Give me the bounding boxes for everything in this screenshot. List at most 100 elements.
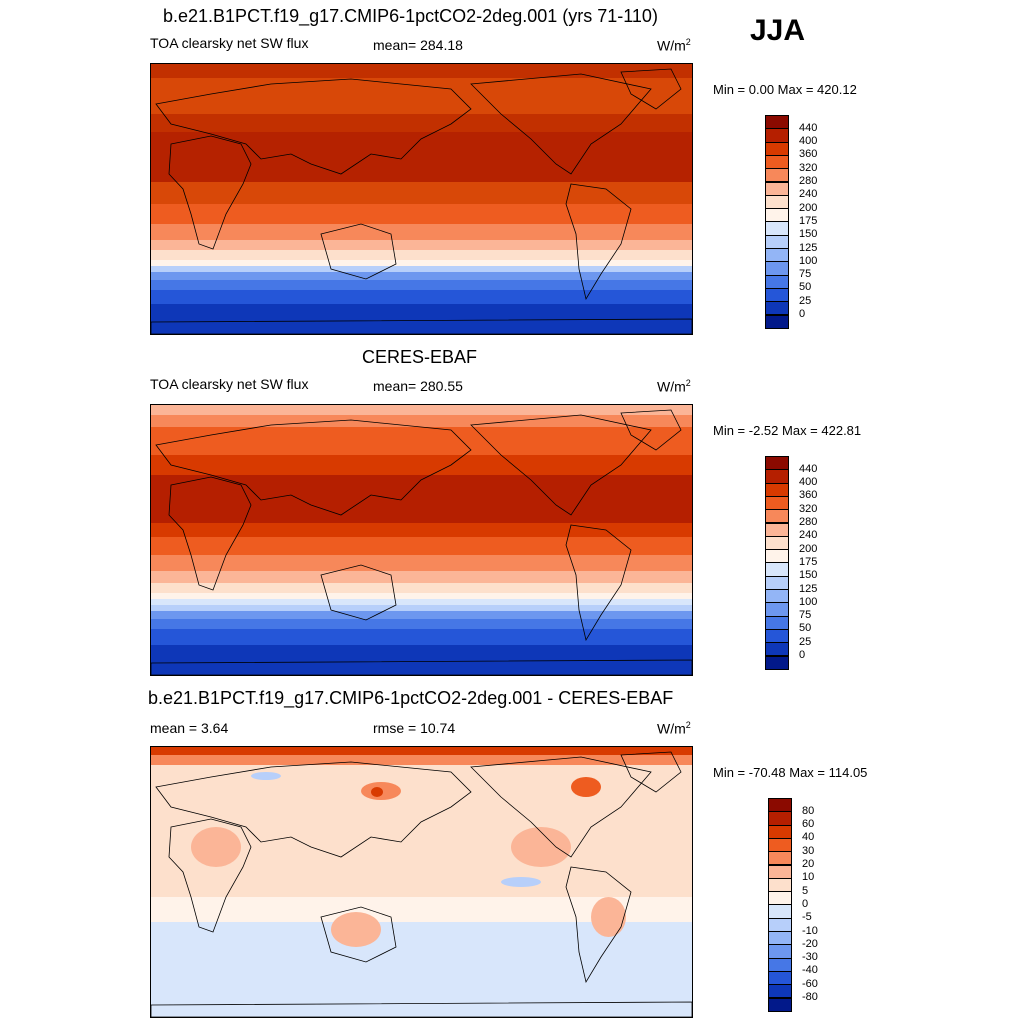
colorbar-tick-label: -10 (802, 924, 818, 937)
panel2-mean-label: mean= 280.55 (373, 378, 463, 394)
colorbar-swatch (765, 314, 789, 329)
panel3-map (150, 746, 693, 1018)
colorbar-swatch (768, 811, 792, 826)
colorbar-swatch (765, 208, 789, 223)
map-band (151, 571, 692, 583)
map-band (151, 132, 692, 182)
map-band (151, 922, 692, 1017)
colorbar-swatch (768, 984, 792, 999)
coastline (155, 78, 472, 175)
map-band (151, 304, 692, 334)
colorbar-swatch (765, 234, 789, 249)
colorbar-tick-label: -20 (802, 937, 818, 950)
colorbar-swatch (768, 851, 792, 866)
colorbar-tick-label: 175 (799, 555, 818, 568)
map-band (151, 455, 692, 475)
colorbar-tick-label: 0 (802, 897, 809, 910)
map-band (151, 629, 692, 645)
colorbar-tick-label: -60 (802, 977, 818, 990)
colorbar-swatch (768, 917, 792, 932)
colorbar-tick-label: 360 (799, 489, 818, 502)
panel3-title: b.e21.B1PCT.f19_g17.CMIP6-1pctCO2-2deg.0… (148, 688, 674, 708)
coastline (470, 73, 652, 175)
colorbar-tick-label: 150 (799, 228, 818, 241)
colorbar-swatch (765, 469, 789, 484)
coastline (168, 818, 252, 933)
map-band (151, 599, 692, 605)
coastline (565, 183, 632, 301)
colorbar-tick-label: 125 (799, 582, 818, 595)
panel2-map-svg (151, 405, 692, 675)
colorbar-tick-label: 400 (799, 135, 818, 148)
panel3-map-svg (151, 747, 692, 1017)
map-band (151, 537, 692, 555)
map-band (151, 64, 692, 78)
map-band (151, 240, 692, 250)
map-band (151, 555, 692, 571)
colorbar-swatch (765, 522, 789, 537)
colorbar-swatch (765, 482, 789, 497)
panel1-map (150, 63, 693, 335)
panel3-rmse-label: rmse = 10.74 (373, 720, 456, 736)
colorbar-swatch (765, 194, 789, 210)
map-anomaly-patch (191, 827, 241, 867)
colorbar-swatch (765, 248, 789, 263)
colorbar-tick-label: -80 (802, 991, 818, 1003)
coastline (155, 761, 472, 858)
colorbar-swatch (765, 628, 789, 644)
panel3-units: W/m2 (657, 720, 691, 737)
colorbar-tick-label: 400 (799, 476, 818, 489)
colorbar-swatch (765, 301, 789, 316)
panel1-title: b.e21.B1PCT.f19_g17.CMIP6-1pctCO2-2deg.0… (163, 6, 658, 26)
map-band (151, 250, 692, 260)
colorbar-tick-label: 80 (802, 804, 815, 817)
colorbar-swatch (768, 837, 792, 853)
colorbar-swatch (768, 944, 792, 959)
map-band (151, 593, 692, 599)
colorbar-swatch (765, 575, 789, 590)
map-band (151, 747, 692, 755)
map-band (151, 405, 692, 415)
panel3-minmax: Min = -70.48 Max = 114.05 (713, 765, 868, 780)
coastline (151, 318, 692, 334)
colorbar-swatch (765, 642, 789, 657)
panel2-minmax: Min = -2.52 Max = 422.81 (713, 423, 862, 438)
map-anomaly-patch (251, 772, 281, 780)
panel2-colorbar: 440 400 360 320 280 240 200 175 150 125 100 75 50 25 0 (765, 456, 855, 671)
coastline (565, 866, 632, 984)
map-anomaly-patch (591, 897, 626, 937)
colorbar-swatch (765, 655, 789, 670)
colorbar-tick-label: -40 (802, 964, 818, 977)
colorbar-tick-label: 125 (799, 241, 818, 254)
panel1-map-svg (151, 64, 692, 334)
map-band (151, 427, 692, 455)
panel2-title: CERES-EBAF (362, 347, 478, 367)
colorbar-swatch (765, 168, 789, 183)
colorbar-tick-label: 360 (799, 148, 818, 161)
colorbar-swatch (768, 970, 792, 986)
colorbar-swatch (768, 877, 792, 893)
coastline (620, 68, 682, 110)
coastline (470, 756, 652, 858)
coastline (620, 751, 682, 793)
coastline (320, 223, 397, 280)
coastline (151, 659, 692, 675)
colorbar-tick-label: 100 (799, 254, 818, 267)
colorbar-tick-label: -5 (802, 911, 812, 924)
colorbar-swatch (765, 141, 789, 156)
panel3-colorbar: 80 60 40 30 20 10 5 0 -5 -10 -20 -30 -40 -60 -80 (768, 798, 858, 1013)
map-anomaly-patch (371, 787, 383, 797)
colorbar-swatch (765, 456, 789, 471)
colorbar-tick-label: -30 (802, 951, 818, 964)
colorbar-tick-label: 150 (799, 569, 818, 582)
panel1-colorbar: 440 400 360 320 280 240 200 175 150 125 100 75 50 25 0 (765, 115, 855, 330)
coastline (320, 564, 397, 621)
panel3-mean-label: mean = 3.64 (150, 720, 229, 736)
colorbar-swatch (768, 891, 792, 906)
colorbar-swatch (765, 181, 789, 196)
map-band (151, 182, 692, 204)
coastline (620, 409, 682, 451)
map-anomaly-patch (331, 912, 381, 947)
map-band (151, 204, 692, 224)
colorbar-tick-label: 60 (802, 818, 815, 831)
